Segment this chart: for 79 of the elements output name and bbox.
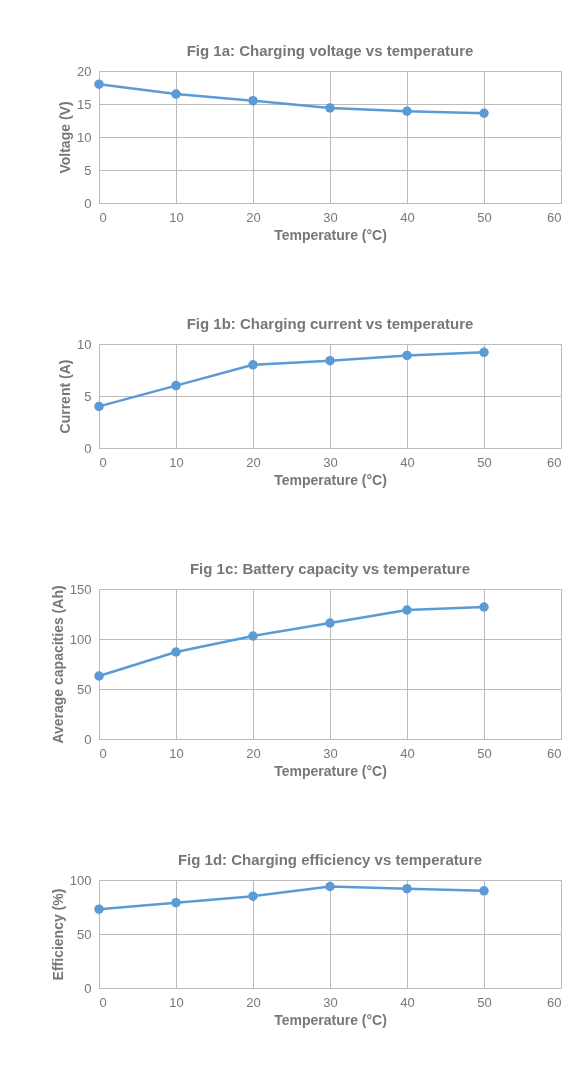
y-tick-label: 10 <box>77 129 92 145</box>
point <box>171 647 181 657</box>
point <box>479 108 489 118</box>
y-tick-label: 15 <box>77 96 92 112</box>
x-tick-label: 30 <box>323 209 338 225</box>
point <box>94 904 104 914</box>
x-tick-label: 40 <box>400 994 415 1010</box>
x-tick-label: 10 <box>169 745 184 761</box>
x-tick-label: 10 <box>169 454 184 470</box>
y-tick-label: 0 <box>84 440 92 456</box>
x-axis-title: Temperature (°C) <box>274 1011 387 1028</box>
y-axis-title: Average capacities (Ah) <box>49 585 66 744</box>
point <box>94 671 104 681</box>
x-tick-label: 40 <box>400 745 415 761</box>
point <box>402 106 412 116</box>
point <box>402 350 412 361</box>
y-axis-title: Voltage (V) <box>57 101 74 174</box>
y-tick-label: 100 <box>69 872 92 888</box>
x-tick-label: 60 <box>547 454 562 470</box>
x-tick-label: 30 <box>323 745 338 761</box>
x-tick-label: 10 <box>169 994 184 1010</box>
x-tick-label: 50 <box>477 209 492 225</box>
y-tick-label: 100 <box>69 631 92 647</box>
x-tick-label: 20 <box>246 209 261 225</box>
y-tick-label: 50 <box>77 926 92 942</box>
y-axis-title: Current (A) <box>57 359 74 434</box>
x-tick-label: 0 <box>99 454 107 470</box>
x-tick-label: 40 <box>400 209 415 225</box>
x-tick-label: 10 <box>169 209 184 225</box>
point <box>94 79 104 89</box>
x-axis-title: Temperature (°C) <box>274 471 387 488</box>
point <box>171 89 181 99</box>
x-tick-label: 30 <box>323 454 338 470</box>
point <box>325 881 335 892</box>
point <box>325 355 335 366</box>
y-tick-label: 5 <box>84 388 92 404</box>
y-tick-label: 5 <box>84 162 92 178</box>
chart-title: Fig 1b: Charging current vs temperature <box>186 315 474 332</box>
x-tick-label: 20 <box>246 745 261 761</box>
point <box>171 897 181 908</box>
y-tick-label: 50 <box>77 681 92 697</box>
point <box>248 95 258 106</box>
y-tick-label: 150 <box>69 581 92 597</box>
x-tick-label: 0 <box>99 994 107 1010</box>
point <box>479 347 489 358</box>
point <box>248 891 258 901</box>
point <box>325 618 335 628</box>
y-tick-label: 0 <box>84 731 92 747</box>
x-tick-label: 40 <box>400 454 415 470</box>
x-tick-label: 50 <box>477 994 492 1010</box>
chart-title: Fig 1c: Battery capacity vs temperature <box>189 560 471 577</box>
point <box>248 360 258 370</box>
point <box>248 631 258 641</box>
x-tick-label: 30 <box>323 994 338 1010</box>
x-tick-label: 50 <box>477 454 492 470</box>
x-axis-title: Temperature (°C) <box>274 226 387 243</box>
x-tick-label: 60 <box>547 994 562 1010</box>
y-tick-label: 0 <box>84 980 92 996</box>
point <box>94 401 104 412</box>
x-tick-label: 60 <box>547 745 562 761</box>
point <box>402 605 412 615</box>
point <box>325 103 335 113</box>
point <box>402 883 412 894</box>
x-tick-label: 60 <box>547 209 562 225</box>
x-tick-label: 0 <box>99 209 107 225</box>
y-tick-label: 0 <box>84 195 92 211</box>
point <box>479 886 489 896</box>
chart-title: Fig 1a: Charging voltage vs temperature <box>186 42 474 59</box>
chart-title: Fig 1d: Charging efficiency vs temperature <box>177 851 483 868</box>
y-axis-title: Efficiency (%) <box>49 888 66 981</box>
x-tick-label: 50 <box>477 745 492 761</box>
y-tick-label: 20 <box>77 63 92 79</box>
point <box>479 602 489 612</box>
x-tick-label: 20 <box>246 454 261 470</box>
y-tick-label: 10 <box>77 336 92 352</box>
x-tick-label: 0 <box>99 745 107 761</box>
point <box>171 380 181 391</box>
x-tick-label: 20 <box>246 994 261 1010</box>
x-axis-title: Temperature (°C) <box>274 762 387 779</box>
